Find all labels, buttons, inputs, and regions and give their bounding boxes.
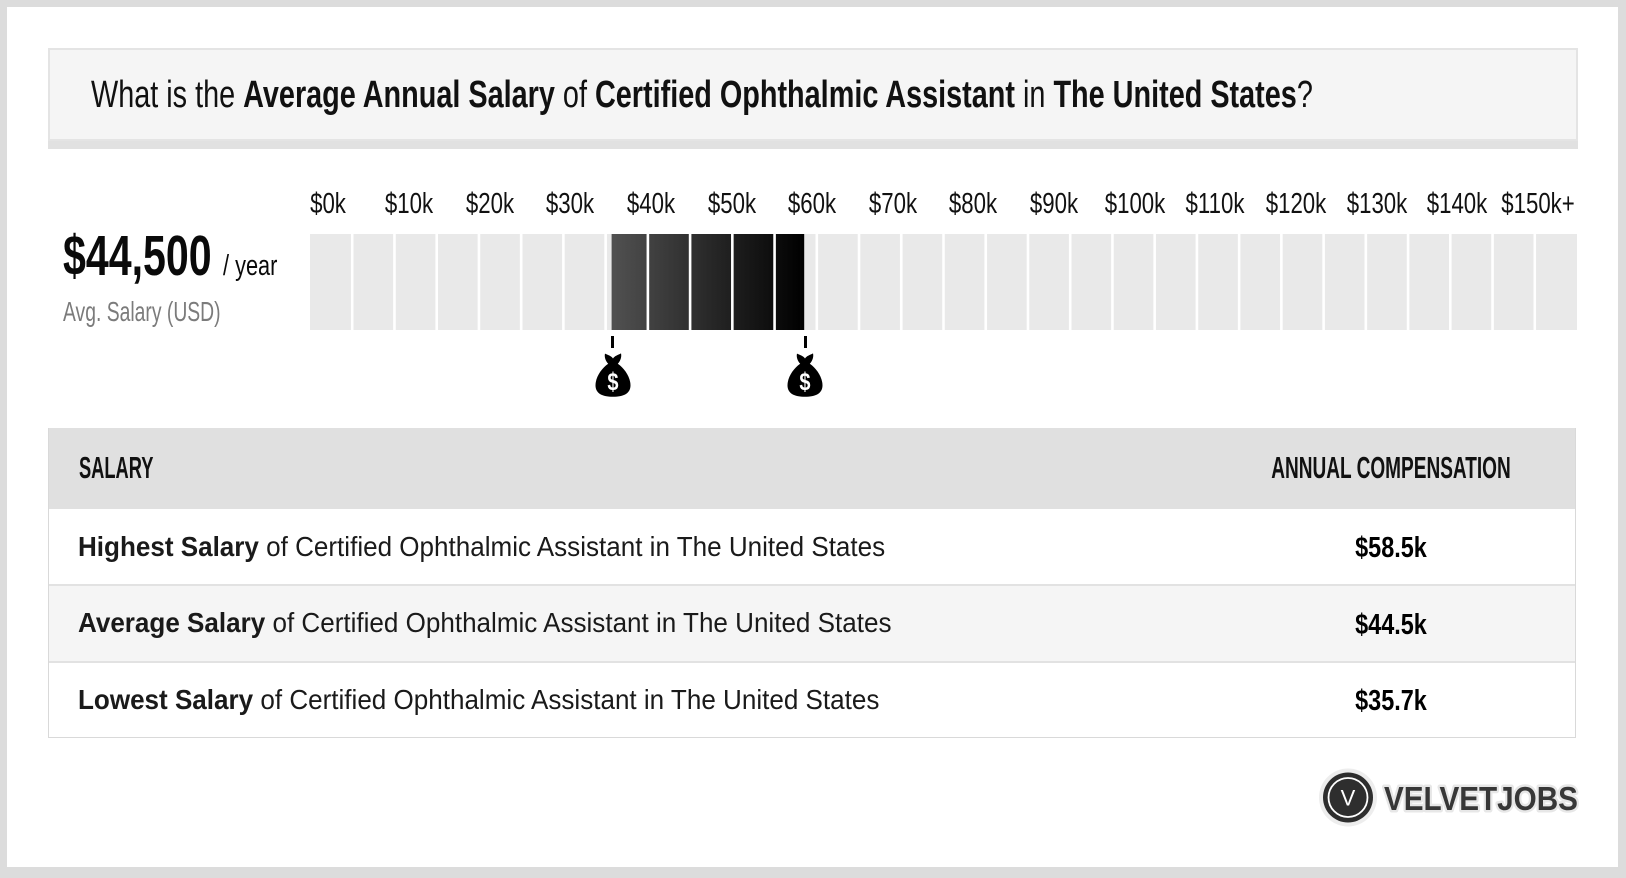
svg-text:$: $ bbox=[800, 368, 811, 396]
svg-text:$: $ bbox=[608, 368, 619, 396]
svg-text:V: V bbox=[1341, 786, 1356, 811]
svg-text:VELVETJOBS: VELVETJOBS bbox=[1384, 779, 1578, 817]
